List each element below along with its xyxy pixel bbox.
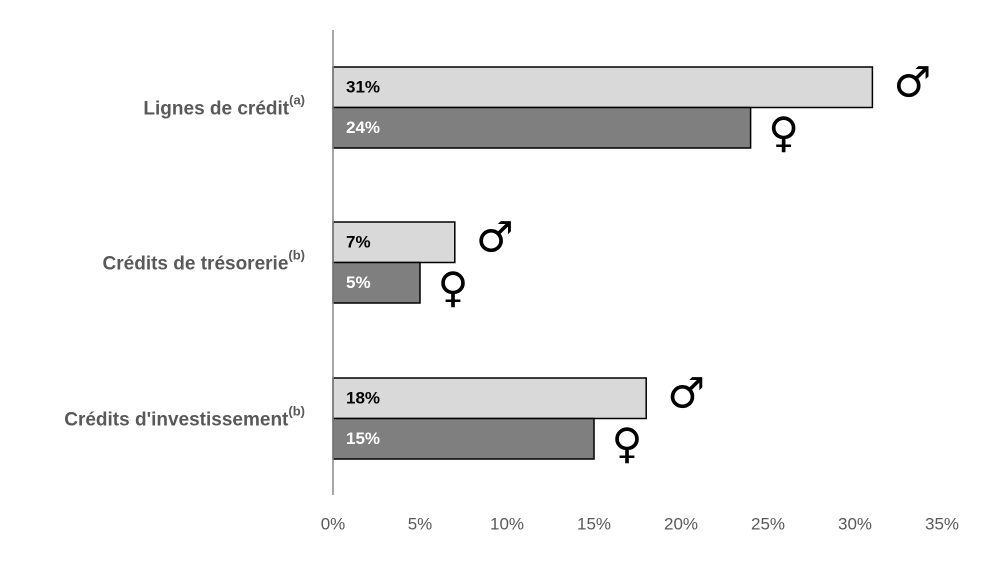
x-tick-label: 20% [664,514,698,533]
category-name: Lignes de crédit [143,99,289,120]
series-symbol: ♂ [894,58,932,107]
category-label: Crédits de trésorerie(b) [103,248,305,275]
value-label: 18% [346,389,380,408]
value-label: 15% [346,429,380,448]
category-note: (b) [288,404,305,419]
bar [332,261,421,304]
series-symbol: ♂ [476,213,514,262]
x-tick-label: 25% [751,514,785,533]
category-label: Lignes de crédit(a) [143,93,305,120]
x-tick-label: 35% [925,514,959,533]
series-symbol: ♂ [667,369,705,418]
category-name: Crédits d'investissement [64,410,289,431]
bar [332,106,752,149]
value-label: 31% [346,78,380,97]
bar [332,66,874,109]
category-note: (a) [289,93,305,108]
value-label: 24% [346,118,380,137]
x-tick-label: 10% [490,514,524,533]
x-tick-label: 15% [577,514,611,533]
value-label: 5% [346,273,371,292]
x-tick-label: 30% [838,514,872,533]
series-symbol: ♀ [768,108,799,157]
category-label: Crédits d'investissement(b) [64,404,305,431]
bar [332,417,595,460]
category-name: Crédits de trésorerie [103,254,289,275]
x-tick-label: 0% [321,514,346,533]
bar [332,377,647,420]
series-symbol: ♀ [612,419,643,468]
value-label: 7% [346,233,371,252]
series-symbol: ♀ [438,263,469,312]
category-note: (b) [288,248,305,263]
x-tick-label: 5% [408,514,433,533]
